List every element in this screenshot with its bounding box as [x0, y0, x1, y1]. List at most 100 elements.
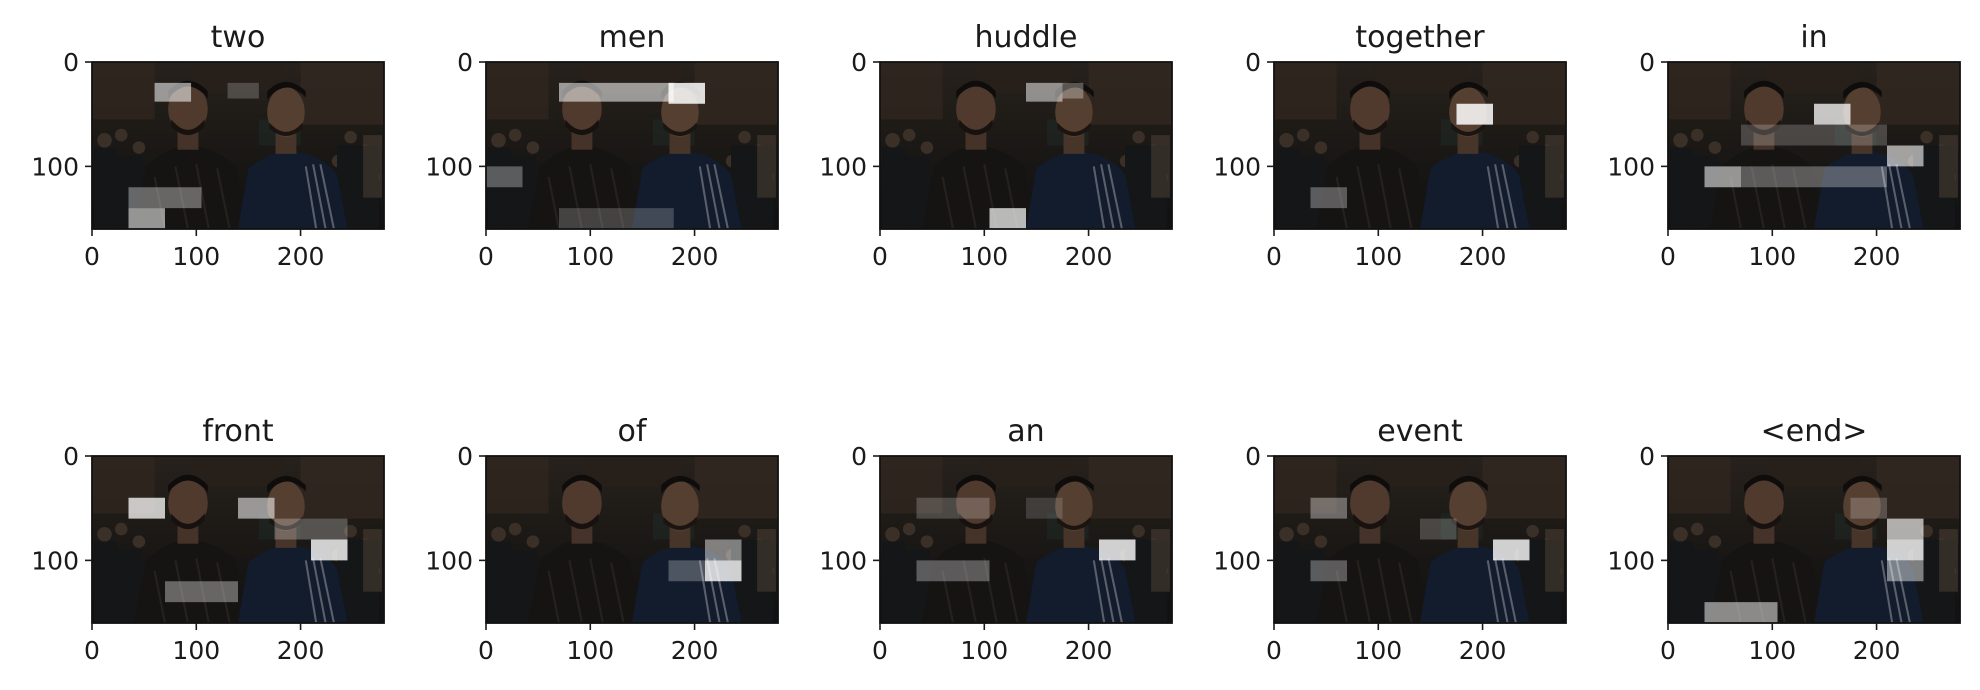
attention-cell: [1099, 539, 1136, 561]
y-tick-label: 100: [1607, 546, 1655, 575]
subplot: in 0 100 200 0 100: [1607, 20, 1961, 271]
x-tick-label: 100: [172, 636, 220, 665]
attention-cell: [128, 187, 202, 209]
subplot-title: event: [1377, 414, 1463, 449]
subplot-title: two: [211, 20, 266, 55]
attention-cell: [1493, 539, 1530, 561]
y-tick-label: 0: [1639, 48, 1655, 77]
subplot: huddle 0 100 200 0 100: [819, 20, 1173, 271]
attention-cell: [705, 539, 742, 561]
subplot: two 0 100 200 0 100: [31, 20, 385, 271]
x-tick-label: 0: [84, 242, 100, 271]
y-tick-label: 100: [819, 152, 867, 181]
attention-cell: [705, 560, 742, 582]
y-tick-label: 100: [1607, 152, 1655, 181]
attention-cell: [1310, 560, 1347, 582]
attention-cell: [668, 82, 705, 104]
subplot-title: together: [1355, 20, 1485, 55]
subplot: together 0 100 200 0 100: [1213, 20, 1567, 271]
y-tick-label: 0: [851, 48, 867, 77]
y-tick-label: 100: [1213, 152, 1261, 181]
y-tick-label: 0: [851, 442, 867, 471]
x-tick-label: 200: [277, 636, 325, 665]
attention-cell: [1026, 82, 1063, 102]
x-tick-label: 100: [566, 242, 614, 271]
x-tick-label: 200: [1459, 636, 1507, 665]
axes-frame: [879, 61, 1173, 230]
attention-cell: [486, 166, 523, 188]
x-tick-label: 200: [1853, 636, 1901, 665]
attention-cell: [1310, 187, 1347, 209]
axes-frame: [91, 61, 385, 230]
x-tick-label: 100: [960, 636, 1008, 665]
subplot-title: <end>: [1761, 414, 1868, 449]
attention-cell: [1741, 166, 1887, 188]
x-tick-label: 100: [1748, 242, 1796, 271]
x-tick-label: 100: [566, 636, 614, 665]
subplot-title: men: [599, 20, 666, 55]
x-tick-label: 100: [960, 242, 1008, 271]
x-tick-label: 100: [1354, 242, 1402, 271]
attention-cell: [238, 497, 275, 519]
x-tick-label: 200: [277, 242, 325, 271]
x-tick-label: 0: [84, 636, 100, 665]
subplot-title: an: [1007, 414, 1044, 449]
subplot-title: of: [618, 414, 648, 449]
attention-cell: [1310, 497, 1347, 519]
subplot: event 0 100 200 0 100: [1213, 414, 1567, 665]
x-tick-label: 0: [1660, 242, 1676, 271]
attention-cell: [1814, 103, 1851, 125]
x-tick-label: 0: [1660, 636, 1676, 665]
y-tick-label: 100: [425, 152, 473, 181]
x-tick-label: 0: [478, 242, 494, 271]
y-tick-label: 100: [425, 546, 473, 575]
x-tick-label: 0: [478, 636, 494, 665]
attention-cell: [916, 497, 990, 519]
x-tick-label: 200: [1853, 242, 1901, 271]
attention-cell: [1887, 518, 1924, 540]
x-tick-label: 200: [671, 636, 719, 665]
attention-cell: [559, 208, 674, 229]
axes-frame: [1273, 61, 1567, 230]
x-tick-label: 0: [872, 242, 888, 271]
y-tick-label: 100: [819, 546, 867, 575]
attention-cell: [311, 539, 348, 561]
subplot-title: huddle: [975, 20, 1078, 55]
attention-cell: [1741, 124, 1887, 146]
x-tick-label: 200: [671, 242, 719, 271]
y-tick-label: 0: [457, 442, 473, 471]
attention-cell: [1704, 602, 1778, 623]
y-tick-label: 0: [63, 48, 79, 77]
y-tick-label: 0: [63, 442, 79, 471]
subplot: front 0 100 200 0 100: [31, 414, 385, 665]
y-tick-label: 100: [1213, 546, 1261, 575]
axes-frame: [91, 455, 385, 624]
axes-frame: [1667, 61, 1961, 230]
attention-cell: [1850, 497, 1887, 519]
attention-cell: [1456, 103, 1493, 125]
attention-cell: [128, 497, 165, 519]
x-tick-label: 200: [1065, 636, 1113, 665]
x-tick-label: 100: [172, 242, 220, 271]
x-tick-label: 0: [1266, 636, 1282, 665]
attention-cell: [154, 82, 192, 102]
attention-cell: [1026, 497, 1063, 519]
attention-cell: [1062, 82, 1084, 99]
subplot: <end> 0 100 200 0 100: [1607, 414, 1961, 665]
y-tick-label: 0: [1639, 442, 1655, 471]
attention-cell: [165, 581, 238, 603]
axes-frame: [485, 455, 779, 624]
y-tick-label: 100: [31, 152, 79, 181]
subplot: of 0 100 200 0 100: [425, 414, 779, 665]
x-tick-label: 0: [872, 636, 888, 665]
y-tick-label: 0: [457, 48, 473, 77]
x-tick-label: 200: [1065, 242, 1113, 271]
x-tick-label: 0: [1266, 242, 1282, 271]
attention-cell: [1704, 166, 1741, 188]
attention-cell: [989, 208, 1026, 229]
attention-cell: [274, 518, 348, 540]
axes-frame: [1667, 455, 1961, 624]
x-tick-label: 200: [1459, 242, 1507, 271]
attention-cell: [668, 560, 705, 582]
